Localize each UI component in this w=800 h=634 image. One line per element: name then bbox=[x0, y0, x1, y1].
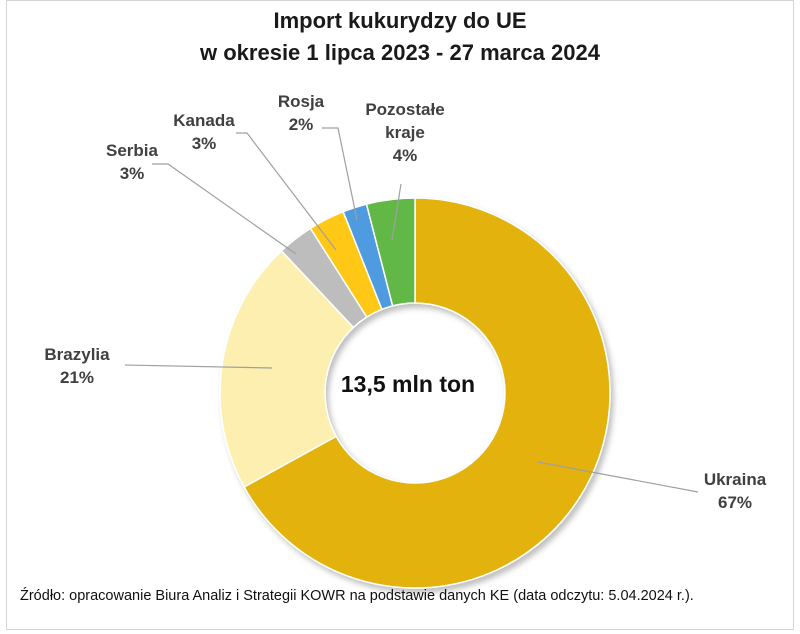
label-brazylia-name: Brazylia bbox=[44, 345, 110, 364]
chart-title: Import kukurydzy do UE bbox=[273, 8, 527, 33]
label-ukraina-pct: 67% bbox=[717, 493, 753, 512]
label-rosja-name: Rosja bbox=[277, 92, 325, 111]
leader-line-kanada bbox=[236, 132, 337, 251]
label-kanada-name: Kanada bbox=[173, 111, 235, 130]
label-kanada: Kanada 3% bbox=[162, 109, 246, 155]
label-brazylia: Brazylia 21% bbox=[32, 343, 122, 389]
label-rosja-pct: 2% bbox=[288, 115, 314, 134]
leader-lines bbox=[124, 127, 699, 493]
donut-center-label: 13,5 mln ton bbox=[341, 371, 475, 397]
chart-subtitle: w okresie 1 lipca 2023 - 27 marca 2024 bbox=[200, 40, 600, 65]
label-pozostale: Pozostałe kraje 4% bbox=[350, 98, 460, 167]
label-serbia-name: Serbia bbox=[106, 141, 158, 160]
leader-line-brazylia bbox=[124, 364, 273, 369]
label-serbia: Serbia 3% bbox=[95, 139, 169, 185]
chart-frame bbox=[6, 0, 794, 630]
slice-pozosta-e-kraje bbox=[365, 197, 416, 307]
source-note: Źródło: opracowanie Biura Analiz i Strat… bbox=[20, 588, 694, 604]
leader-line-pozostale bbox=[391, 183, 402, 241]
leader-line-serbia bbox=[152, 163, 297, 255]
label-ukraina: Ukraina 67% bbox=[690, 468, 780, 514]
donut-slices bbox=[219, 197, 611, 589]
label-ukraina-name: Ukraina bbox=[703, 470, 767, 489]
label-pozostale-pct: 4% bbox=[392, 146, 418, 165]
label-pozostale-name2: kraje bbox=[385, 123, 425, 142]
leader-line-rosja bbox=[322, 127, 358, 221]
label-brazylia-pct: 21% bbox=[59, 368, 95, 387]
label-rosja: Rosja 2% bbox=[268, 90, 334, 136]
leader-line-ukraina bbox=[537, 461, 699, 493]
label-pozostale-name1: Pozostałe bbox=[365, 100, 445, 119]
slice-brazylia bbox=[219, 249, 355, 488]
slice-ukraina bbox=[243, 197, 611, 589]
label-serbia-pct: 3% bbox=[119, 164, 145, 183]
label-kanada-pct: 3% bbox=[191, 134, 217, 153]
